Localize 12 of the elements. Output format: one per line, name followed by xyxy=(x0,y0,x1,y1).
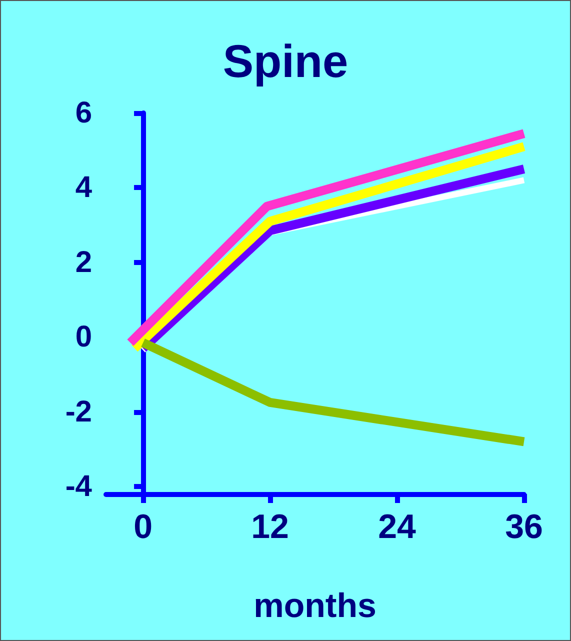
x-tick-label: 0 xyxy=(134,508,152,546)
y-tick-label: 4 xyxy=(75,171,92,204)
y-tick-label: 2 xyxy=(75,246,92,279)
x-tick-label: 36 xyxy=(505,508,543,546)
x-tick-label: 12 xyxy=(251,508,289,546)
x-tick-label: 24 xyxy=(378,508,416,546)
y-tick-label: -4 xyxy=(65,470,92,504)
y-tick-label: 0 xyxy=(75,320,92,354)
y-tick-label: -2 xyxy=(65,395,92,428)
x-axis-title: months xyxy=(254,587,376,625)
y-tick-label: 6 xyxy=(75,96,92,130)
chart-title: Spine xyxy=(222,35,348,87)
